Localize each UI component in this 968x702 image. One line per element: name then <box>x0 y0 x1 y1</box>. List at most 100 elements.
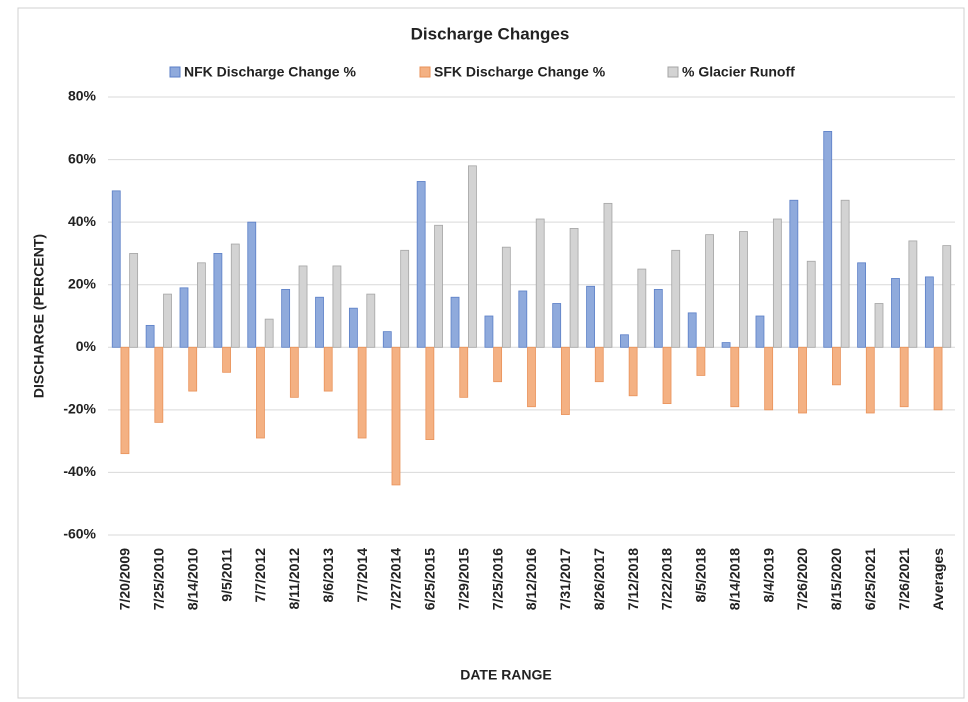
bar <box>179 287 189 348</box>
bar <box>111 190 121 348</box>
x-tick-label: 8/4/2019 <box>760 548 776 603</box>
x-tick-label: 8/26/2017 <box>591 548 607 610</box>
x-tick-label: 7/25/2016 <box>489 548 505 610</box>
y-tick-label: 20% <box>68 275 97 291</box>
bar <box>518 290 528 348</box>
bar <box>501 246 511 348</box>
x-tick-label: 7/26/2021 <box>896 548 912 610</box>
bar <box>425 346 435 440</box>
bar <box>705 234 714 348</box>
bar <box>323 346 333 392</box>
bar <box>264 318 274 348</box>
bar <box>899 346 909 408</box>
y-tick-label: -60% <box>63 526 96 542</box>
bar <box>222 346 231 373</box>
bar <box>603 202 613 348</box>
y-tick-label: 60% <box>68 150 97 166</box>
bar <box>840 199 850 348</box>
bar <box>891 278 900 348</box>
bar <box>721 342 731 348</box>
bar <box>942 245 952 348</box>
x-tick-label: 7/27/2014 <box>388 548 404 610</box>
legend-label: NFK Discharge Change % <box>184 64 356 80</box>
y-tick-label: 80% <box>68 88 97 104</box>
bar <box>671 249 681 348</box>
bar <box>823 131 833 348</box>
x-tick-label: 7/7/2012 <box>252 548 268 603</box>
x-tick-label: 7/22/2018 <box>659 548 675 610</box>
bar <box>289 346 299 398</box>
x-tick-label: 7/25/2010 <box>151 548 167 610</box>
legend-label: SFK Discharge Change % <box>434 64 606 80</box>
bar <box>637 268 647 348</box>
x-tick-label: 8/5/2018 <box>693 548 709 603</box>
legend-label: % Glacier Runoff <box>682 64 795 80</box>
bar <box>586 285 595 348</box>
bar <box>535 218 545 348</box>
bar <box>298 265 308 348</box>
bar <box>493 346 503 383</box>
bar <box>348 307 358 348</box>
bar <box>560 346 570 415</box>
bar <box>468 165 477 348</box>
x-tick-label: 7/7/2014 <box>354 548 370 603</box>
bar <box>662 346 672 404</box>
x-tick-label: Averages <box>930 548 946 611</box>
bar <box>806 260 816 348</box>
legend-swatch <box>419 66 431 78</box>
bar <box>459 346 469 398</box>
bar <box>857 262 866 348</box>
bar <box>145 324 155 348</box>
bar <box>628 346 638 397</box>
bar <box>391 346 401 486</box>
x-tick-label: 7/26/2020 <box>794 548 810 610</box>
bar <box>924 276 934 348</box>
bar <box>687 312 697 348</box>
bar <box>332 265 342 348</box>
bar <box>120 346 130 455</box>
bar <box>163 293 172 348</box>
bar <box>772 218 782 348</box>
y-tick-label: 0% <box>76 338 97 354</box>
bar <box>755 315 765 348</box>
x-tick-label: 6/25/2015 <box>422 548 438 610</box>
x-tick-label: 8/14/2010 <box>184 548 200 610</box>
x-tick-label: 8/14/2018 <box>726 548 742 610</box>
bar <box>129 253 139 348</box>
x-tick-label: 8/6/2013 <box>320 548 336 603</box>
bar <box>400 249 410 348</box>
bar <box>527 346 536 408</box>
bar <box>865 346 875 414</box>
x-tick-label: 7/29/2015 <box>455 548 471 610</box>
bar <box>908 240 918 348</box>
bar <box>188 346 198 392</box>
bar <box>764 346 774 411</box>
bar <box>366 293 376 348</box>
bar <box>416 181 426 348</box>
y-tick-label: -40% <box>63 463 96 479</box>
y-axis-label: DISCHARGE (PERCENT) <box>31 234 47 398</box>
bar <box>357 346 367 439</box>
bar <box>315 296 324 348</box>
x-tick-label: 8/15/2020 <box>828 548 844 610</box>
bar <box>434 224 443 348</box>
bar <box>594 346 604 383</box>
x-tick-label: 7/20/2009 <box>117 548 133 610</box>
legend-swatch <box>169 66 181 78</box>
bar <box>798 346 807 414</box>
bar <box>230 243 240 348</box>
bar <box>874 303 884 348</box>
chart-title: Discharge Changes <box>411 24 570 43</box>
x-axis-label: DATE RANGE <box>460 667 552 683</box>
bar <box>154 346 164 423</box>
x-tick-label: 8/11/2012 <box>286 548 302 610</box>
x-tick-label: 7/31/2017 <box>557 548 573 610</box>
bar <box>789 199 799 348</box>
x-tick-label: 9/5/2011 <box>218 548 234 602</box>
x-tick-label: 7/12/2018 <box>625 548 641 610</box>
bar <box>552 303 562 348</box>
bar <box>620 334 629 348</box>
bar <box>281 289 291 348</box>
bar <box>730 346 740 408</box>
